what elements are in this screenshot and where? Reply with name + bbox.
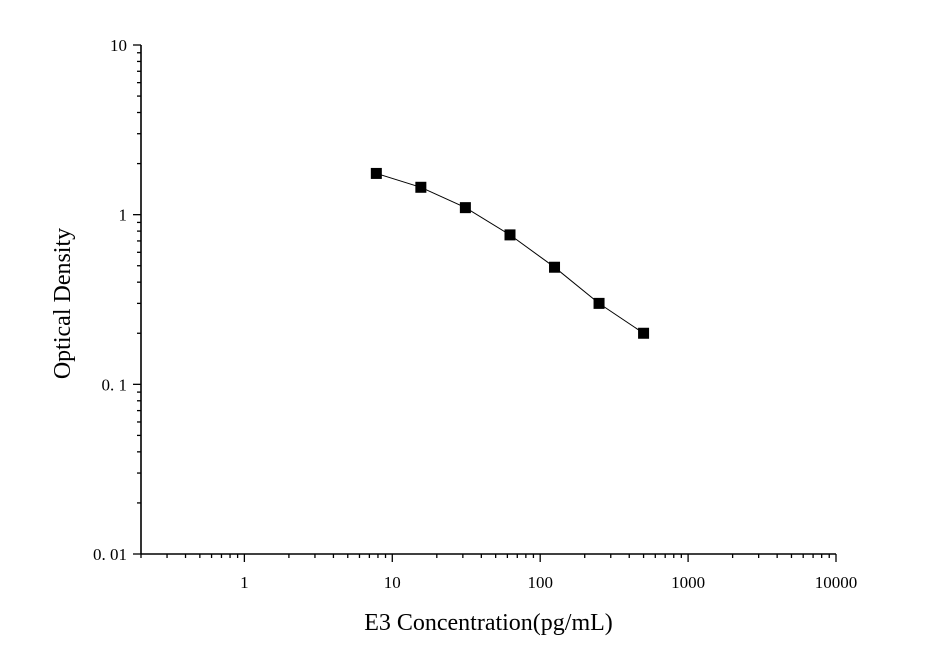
x-tick-label: 1: [240, 573, 249, 592]
y-tick-label: 0. 1: [102, 375, 128, 394]
y-tick-label: 1: [119, 206, 128, 225]
data-point-marker: [638, 327, 650, 339]
data-point-marker: [549, 261, 561, 273]
data-point-marker: [504, 229, 516, 241]
x-tick-label: 10: [384, 573, 401, 592]
x-tick-label: 10000: [815, 573, 858, 592]
y-axis-title: Optical Density: [50, 228, 76, 379]
x-axis-title: E3 Concentration(pg/mL): [364, 610, 613, 636]
x-tick-label: 100: [527, 573, 553, 592]
data-point-marker: [593, 297, 605, 309]
y-tick-label: 10: [110, 36, 127, 55]
tick-labels: 1 10 100 1000 10000 0. 01 0. 1 1 10: [93, 36, 857, 592]
data-point-marker: [370, 167, 382, 179]
data-series: [370, 167, 650, 339]
x-tick-label: 1000: [671, 573, 705, 592]
axes: [140, 45, 836, 555]
data-point-marker: [459, 202, 471, 214]
data-point-marker: [415, 181, 427, 193]
series-line: [376, 172, 644, 334]
y-tick-label: 0. 01: [93, 545, 127, 564]
axis-ticks: [133, 44, 837, 562]
